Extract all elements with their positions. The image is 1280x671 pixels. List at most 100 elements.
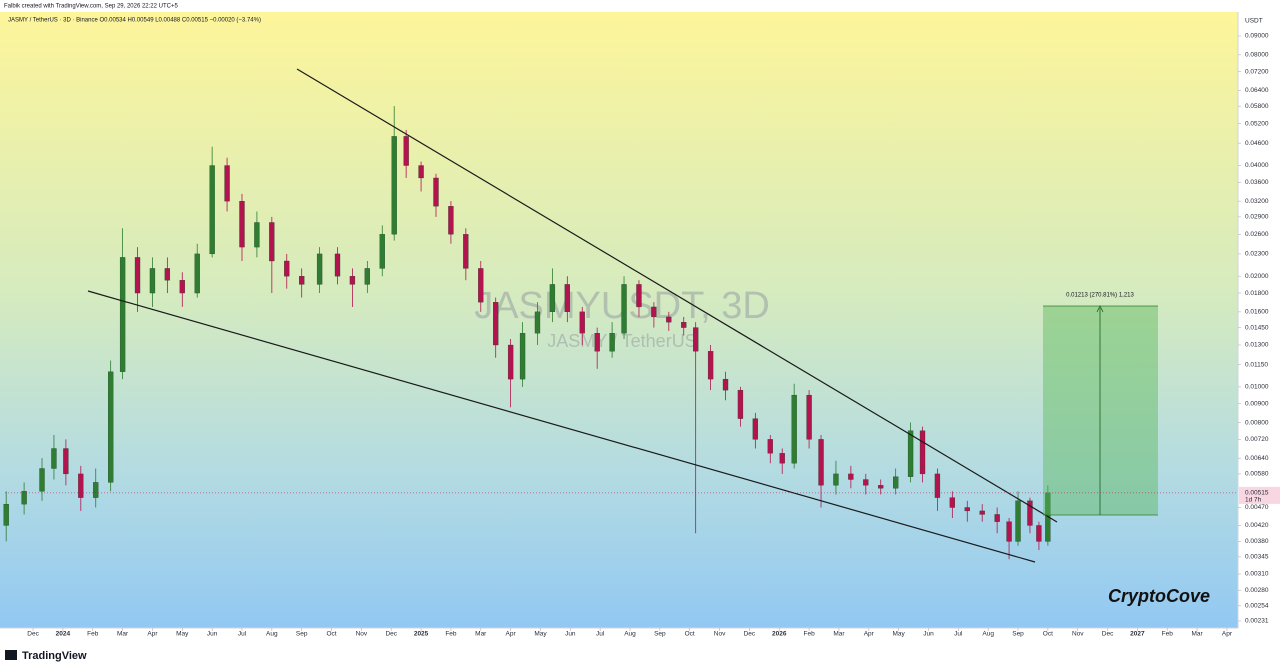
candle-body [892, 476, 899, 489]
candle-body [299, 276, 305, 285]
candle-body [316, 253, 323, 285]
y-tick-label: 0.03600 [1245, 179, 1269, 186]
candle-body [907, 430, 914, 477]
y-tick-label: 0.04000 [1245, 162, 1269, 169]
candle-body [119, 257, 126, 372]
candle-body [863, 479, 869, 486]
candle-body [791, 394, 797, 464]
candle-body [194, 253, 200, 294]
candle-body [878, 485, 884, 489]
candle-body [594, 333, 600, 352]
x-tick-label: Mar [1192, 631, 1204, 638]
candle-body [806, 394, 812, 440]
candle-body [752, 418, 759, 440]
candle-body [403, 136, 409, 166]
y-tick-label: 0.06400 [1245, 87, 1269, 94]
x-tick-label: Mar [117, 631, 129, 638]
measure-box [1043, 306, 1158, 515]
x-tick-label: May [892, 631, 905, 638]
candle-body [448, 206, 454, 235]
candle-body [534, 311, 541, 334]
x-tick-label: Sep [654, 631, 666, 638]
price-axis-background [1238, 12, 1280, 628]
x-tick-label: Oct [685, 631, 695, 638]
candle-body [391, 136, 397, 235]
candle-body [433, 177, 439, 207]
y-tick-label: 0.00420 [1245, 522, 1269, 529]
candle-body [284, 260, 290, 277]
candle-body [63, 448, 69, 475]
candle-body [463, 234, 469, 269]
candle-body [519, 333, 526, 380]
candle-body [549, 284, 556, 313]
candles [3, 106, 1051, 560]
candle-body [108, 371, 114, 483]
y-tick-label: 0.04600 [1245, 140, 1269, 147]
y-tick-label: 0.01150 [1245, 361, 1268, 368]
candle-body [779, 453, 785, 464]
candle-body [93, 482, 99, 498]
candle-body [478, 268, 484, 303]
last-price-tag [1239, 486, 1280, 504]
countdown-label: 1d 7h [1245, 497, 1262, 504]
y-tick-label: 0.00580 [1245, 471, 1269, 478]
y-tick-label: 0.03200 [1245, 198, 1269, 205]
y-tick-label: 0.00800 [1245, 419, 1269, 426]
x-tick-label: Apr [147, 631, 158, 638]
candle-body [39, 468, 45, 492]
y-tick-label: 0.00380 [1245, 538, 1269, 545]
last-price-label: 0.00515 [1245, 490, 1269, 497]
brand-logo [5, 650, 17, 660]
y-tick-label: 0.00640 [1245, 455, 1269, 462]
candle-body [707, 351, 714, 380]
candle-body [722, 378, 729, 391]
candle-body [149, 268, 156, 294]
x-tick-label: Jun [923, 631, 934, 638]
watermark-name: JASMY / TetherUS [547, 331, 696, 351]
y-tick-label: 0.02000 [1245, 273, 1269, 280]
x-tick-label: Aug [624, 631, 636, 638]
x-tick-label: Apr [864, 631, 875, 638]
candle-body [651, 306, 657, 318]
y-tick-label: 0.00280 [1245, 587, 1269, 594]
x-tick-label: Oct [326, 631, 336, 638]
y-tick-label: 0.00310 [1245, 571, 1269, 578]
candle-body [1006, 521, 1012, 542]
candle-body [818, 439, 824, 486]
candle-body [3, 503, 9, 526]
y-tick-label: 0.08000 [1245, 52, 1269, 59]
x-tick-label: Apr [506, 631, 517, 638]
candle-body [179, 280, 185, 294]
candle-body [666, 316, 672, 323]
candle-body [564, 284, 570, 313]
signature: CryptoCove [1108, 586, 1210, 606]
x-tick-label: Feb [445, 631, 457, 638]
candle-body [636, 284, 642, 308]
y-tick-label: 0.01800 [1245, 290, 1269, 297]
candle-body [209, 165, 215, 255]
candle-body [949, 497, 956, 508]
upper-trendline [296, 68, 1058, 523]
x-tick-label: Nov [1072, 631, 1084, 638]
y-tick-label: 0.02600 [1245, 231, 1269, 238]
x-tick-label: May [176, 631, 189, 638]
candle-body [579, 311, 585, 334]
candle-body [364, 268, 370, 285]
y-tick-label: 0.05200 [1245, 120, 1269, 127]
candle-body [681, 322, 687, 328]
candle-body [1015, 500, 1021, 542]
y-tick-label: 0.02300 [1245, 251, 1269, 258]
y-tick-label: 0.09000 [1245, 33, 1269, 40]
candle-body [934, 473, 941, 498]
y-tick-label: 0.01000 [1245, 384, 1269, 391]
candle-body [379, 234, 385, 269]
candle-body [833, 473, 839, 486]
time-axis: Dec 2024 Feb Mar Apr May Jun Jul Aug Sep Oct Nov Dec… [27, 628, 1233, 638]
x-tick-label: Jun [565, 631, 576, 638]
candle-body [979, 510, 985, 515]
x-tick-label: Mar [475, 631, 487, 638]
footer-brand: TradingView [22, 650, 87, 662]
y-tick-label: 0.01300 [1245, 342, 1269, 349]
